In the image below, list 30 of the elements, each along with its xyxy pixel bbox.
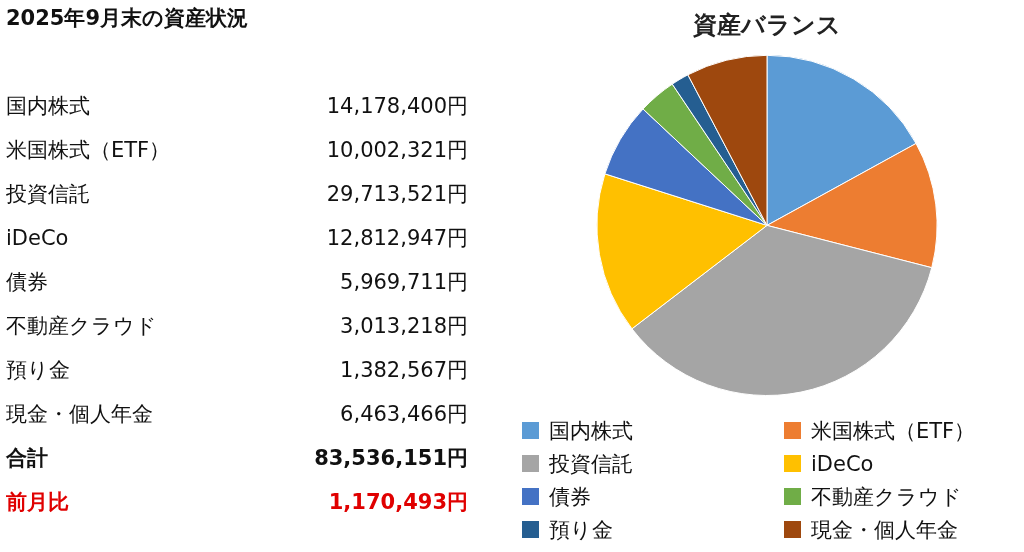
legend-label: 預り金 (549, 516, 613, 544)
text: 83,536,151円 (314, 445, 468, 472)
text: 1,170,493円 (328, 489, 468, 516)
text: 6,463,466円 (340, 401, 468, 428)
text: 14,178,400円 (326, 93, 468, 120)
legend-label: 不動産クラウド (811, 483, 962, 511)
text: 12,812,947円 (326, 225, 468, 252)
chart-title: 資産バランス (692, 10, 841, 39)
text: 合計 (6, 445, 48, 472)
text: 預り金 (6, 357, 70, 384)
text: 不動産クラウド (6, 313, 157, 340)
text: 米国株式（ETF） (6, 137, 171, 164)
text: 5,969,711円 (340, 269, 468, 296)
text: 1,382,567円 (340, 357, 468, 384)
legend-label: 債券 (549, 483, 591, 511)
text: 国内株式 (6, 93, 90, 120)
text: 2025年9月末の資産状況 (6, 5, 249, 32)
text: 投資信託 (6, 181, 90, 208)
text: 現金・個人年金 (6, 401, 153, 428)
legend-label: iDeCo (811, 451, 874, 476)
text: iDeCo (6, 225, 69, 252)
text: 3,013,218円 (340, 313, 468, 340)
legend-label: 投資信託 (549, 450, 633, 478)
legend-label: 現金・個人年金 (811, 516, 958, 544)
text: 前月比 (6, 489, 69, 516)
legend-label: 米国株式（ETF） (811, 417, 976, 445)
legend-label: 国内株式 (549, 417, 633, 445)
text: 債券 (6, 269, 48, 296)
text: 10,002,321円 (326, 137, 468, 164)
text: 29,713,521円 (326, 181, 468, 208)
